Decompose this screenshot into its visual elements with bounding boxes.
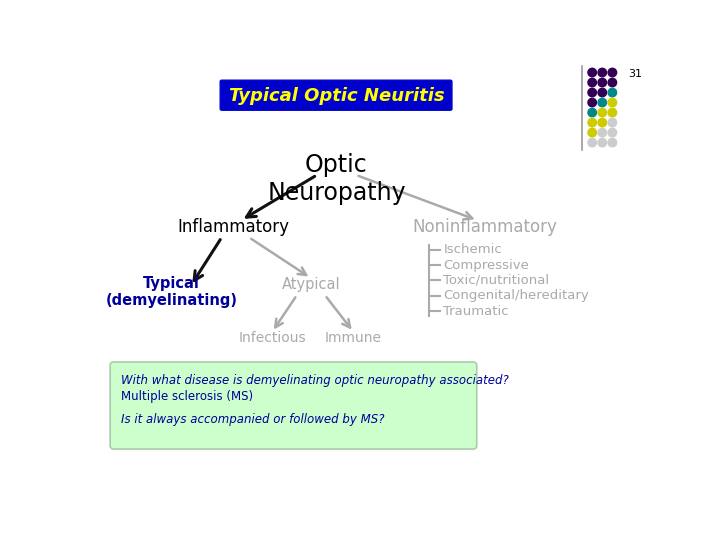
Text: Noninflammatory: Noninflammatory — [413, 218, 558, 235]
Text: Congenital/hereditary: Congenital/hereditary — [444, 289, 589, 302]
Circle shape — [598, 118, 606, 127]
Circle shape — [608, 138, 616, 147]
Circle shape — [598, 138, 606, 147]
Circle shape — [588, 68, 596, 77]
Circle shape — [588, 109, 596, 117]
Circle shape — [608, 98, 616, 107]
Circle shape — [588, 98, 596, 107]
Circle shape — [598, 78, 606, 87]
Text: Compressive: Compressive — [444, 259, 529, 272]
Text: 31: 31 — [628, 70, 642, 79]
Text: Ischemic: Ischemic — [444, 243, 502, 256]
Circle shape — [608, 88, 616, 97]
Text: Infectious: Infectious — [238, 331, 306, 345]
Text: Atypical: Atypical — [282, 276, 340, 292]
Circle shape — [588, 129, 596, 137]
Circle shape — [608, 109, 616, 117]
Text: Optic
Neuropathy: Optic Neuropathy — [267, 153, 406, 205]
Circle shape — [598, 98, 606, 107]
FancyBboxPatch shape — [220, 80, 452, 110]
Text: Toxic/nutritional: Toxic/nutritional — [444, 274, 549, 287]
Text: Is it always accompanied or followed by MS?: Is it always accompanied or followed by … — [121, 413, 384, 426]
Text: Immune: Immune — [325, 331, 382, 345]
Circle shape — [608, 68, 616, 77]
Text: Multiple sclerosis (MS): Multiple sclerosis (MS) — [121, 390, 253, 403]
Circle shape — [598, 129, 606, 137]
Circle shape — [608, 129, 616, 137]
Text: Inflammatory: Inflammatory — [177, 218, 289, 235]
Circle shape — [588, 118, 596, 127]
Text: With what disease is demyelinating optic neuropathy associated?: With what disease is demyelinating optic… — [121, 374, 509, 387]
Text: Typical Optic Neuritis: Typical Optic Neuritis — [229, 86, 444, 105]
Circle shape — [598, 68, 606, 77]
FancyBboxPatch shape — [110, 362, 477, 449]
Circle shape — [608, 118, 616, 127]
Circle shape — [588, 138, 596, 147]
Circle shape — [598, 88, 606, 97]
Circle shape — [588, 78, 596, 87]
Text: Typical
(demyelinating): Typical (demyelinating) — [105, 276, 238, 308]
Text: Traumatic: Traumatic — [444, 305, 509, 318]
Circle shape — [588, 88, 596, 97]
Circle shape — [608, 78, 616, 87]
Circle shape — [598, 109, 606, 117]
